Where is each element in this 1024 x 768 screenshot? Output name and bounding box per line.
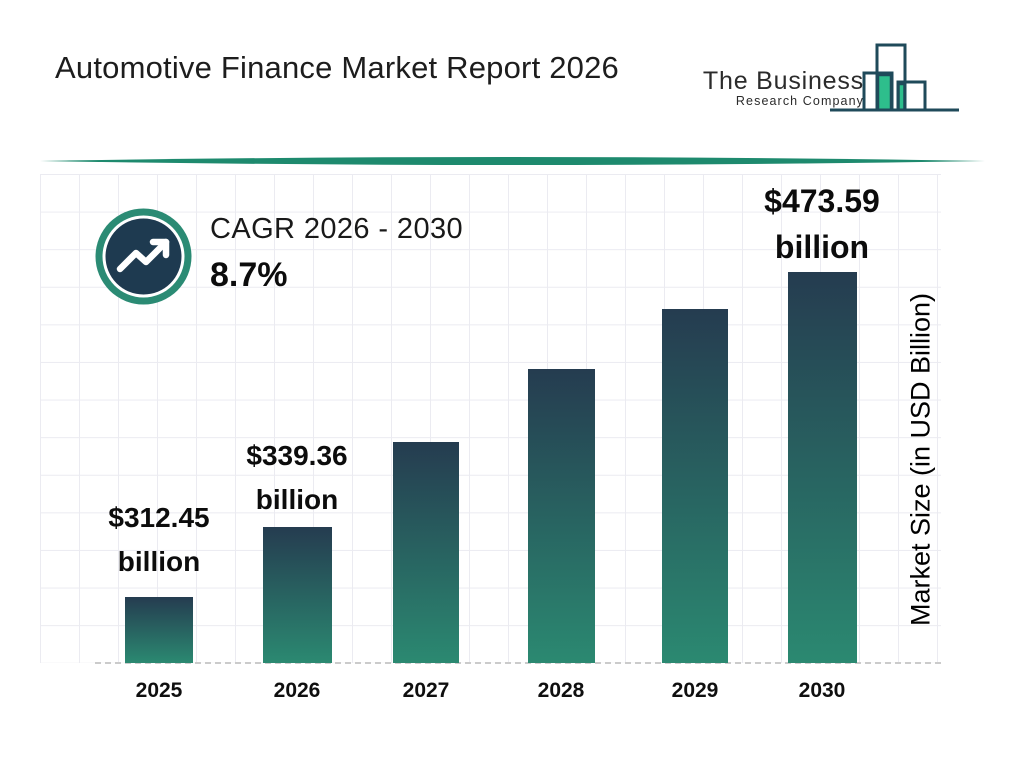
bar-value-label-line: $473.59 [764, 183, 880, 219]
x-tick-2030: 2030 [798, 679, 846, 702]
bar-value-label-line: $339.36 [246, 440, 348, 471]
divider-line [40, 157, 985, 165]
x-tick-2025: 2025 [135, 679, 183, 702]
bar-2028 [527, 369, 595, 663]
bar-2025 [125, 597, 193, 663]
bar-value-label-line: billion [117, 546, 201, 577]
bar-2027 [393, 442, 459, 663]
cagr-value: 8.7% [210, 256, 288, 294]
x-axis-baseline [95, 662, 941, 664]
x-tick-2029: 2029 [671, 679, 719, 702]
logo-text-line2: Research Company [735, 94, 864, 108]
bar-value-label-line: billion [774, 229, 870, 265]
page-title: Automotive Finance Market Report 2026 [55, 50, 619, 85]
cagr-period-label: CAGR 2026 - 2030 [210, 213, 464, 245]
trending-up-icon [95, 208, 192, 305]
x-tick-2027: 2027 [402, 679, 450, 702]
logo-text-line1: The Business [702, 67, 864, 95]
bar-2030 [787, 272, 857, 663]
bar-2029 [662, 309, 728, 663]
bar-value-label-2026: $339.36 billion [177, 434, 417, 522]
y-axis-label: Market Size (in USD Billion) [905, 292, 936, 627]
x-tick-2026: 2026 [273, 679, 321, 702]
bar-value-label-line: $312.45 [108, 502, 210, 533]
x-tick-2028: 2028 [537, 679, 585, 702]
bar-skyline-icon [830, 43, 959, 112]
bar-value-label-line: billion [255, 484, 339, 515]
bar-2026 [262, 527, 332, 663]
bar-value-label-2030: $473.59 billion [702, 178, 942, 270]
bar-value-label-2025: $312.45 billion [39, 496, 279, 584]
